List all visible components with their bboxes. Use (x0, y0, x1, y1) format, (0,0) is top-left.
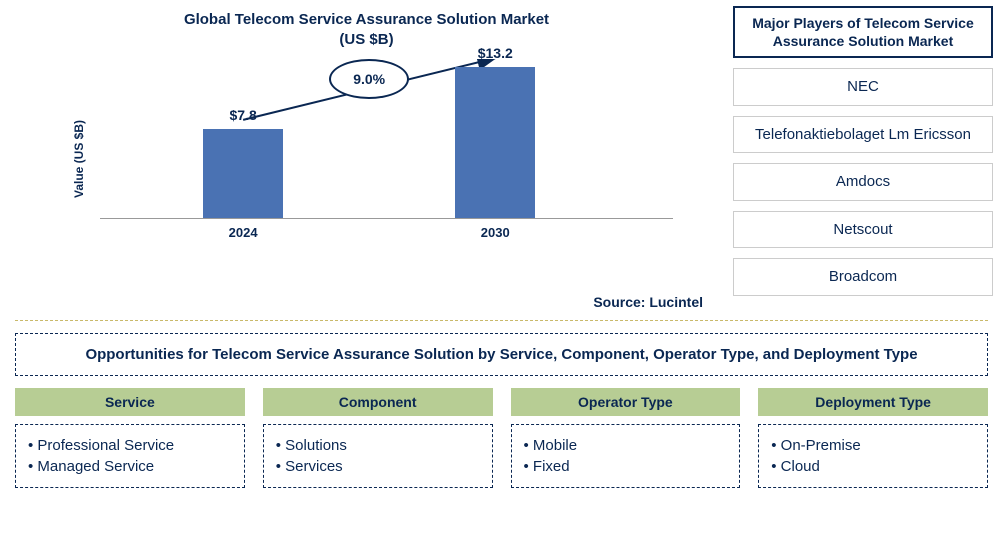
chart-title-line2: (US $B) (339, 31, 393, 48)
opps-column: Deployment Type • On-Premise • Cloud (758, 388, 988, 488)
section-divider (15, 320, 988, 321)
chart-title-line1: Global Telecom Service Assurance Solutio… (184, 11, 549, 28)
opps-column-header: Deployment Type (758, 388, 988, 416)
chart-bar: $7.8 (203, 129, 283, 218)
opps-items-box: • On-Premise • Cloud (758, 424, 988, 488)
player-item: Broadcom (733, 258, 993, 296)
opps-item: • Mobile (524, 437, 728, 454)
chart-xlabels: 2024 2030 (100, 225, 673, 255)
chart-ylabel: Value (US $B) (72, 120, 86, 198)
opps-column: Operator Type • Mobile • Fixed (511, 388, 741, 488)
opps-column-header: Service (15, 388, 245, 416)
opportunities-grid: Service • Professional Service • Managed S… (15, 388, 988, 488)
chart-source: Source: Lucintel (593, 294, 703, 310)
opps-item: • Cloud (771, 458, 975, 475)
growth-rate-badge: 9.0% (329, 59, 409, 99)
player-item: NEC (733, 68, 993, 106)
players-list: NEC Telefonaktiebolaget Lm Ericsson Amdocs… (733, 68, 993, 296)
players-title: Major Players of Telecom Service Assuran… (733, 6, 993, 58)
player-item: Amdocs (733, 163, 993, 201)
chart-bar: $13.2 (455, 67, 535, 218)
bar-value-label: $7.8 (203, 107, 283, 123)
opportunities-panel: Opportunities for Telecom Service Assura… (0, 333, 1003, 503)
chart-xlabel: 2030 (455, 225, 535, 240)
opps-item: • Fixed (524, 458, 728, 475)
opportunities-title: Opportunities for Telecom Service Assura… (15, 333, 988, 376)
player-item: Netscout (733, 211, 993, 249)
opps-column-header: Operator Type (511, 388, 741, 416)
opps-items-box: • Solutions • Services (263, 424, 493, 488)
players-panel: Major Players of Telecom Service Assuran… (733, 0, 1003, 320)
bar-value-label: $13.2 (455, 45, 535, 61)
chart-plot: 9.0% $7.8 $13.2 (100, 59, 673, 219)
opps-column: Component • Solutions • Services (263, 388, 493, 488)
opps-item: • Solutions (276, 437, 480, 454)
opps-items-box: • Mobile • Fixed (511, 424, 741, 488)
opps-items-box: • Professional Service • Managed Service (15, 424, 245, 488)
opps-item: • Managed Service (28, 458, 232, 475)
growth-rate-label: 9.0% (353, 71, 385, 87)
opps-column-header: Component (263, 388, 493, 416)
chart-panel: Global Telecom Service Assurance Solutio… (0, 0, 733, 320)
chart-title: Global Telecom Service Assurance Solutio… (20, 10, 713, 49)
opps-item: • Services (276, 458, 480, 475)
chart-xlabel: 2024 (203, 225, 283, 240)
player-item: Telefonaktiebolaget Lm Ericsson (733, 116, 993, 154)
opps-column: Service • Professional Service • Managed S… (15, 388, 245, 488)
opps-item: • On-Premise (771, 437, 975, 454)
opps-item: • Professional Service (28, 437, 232, 454)
